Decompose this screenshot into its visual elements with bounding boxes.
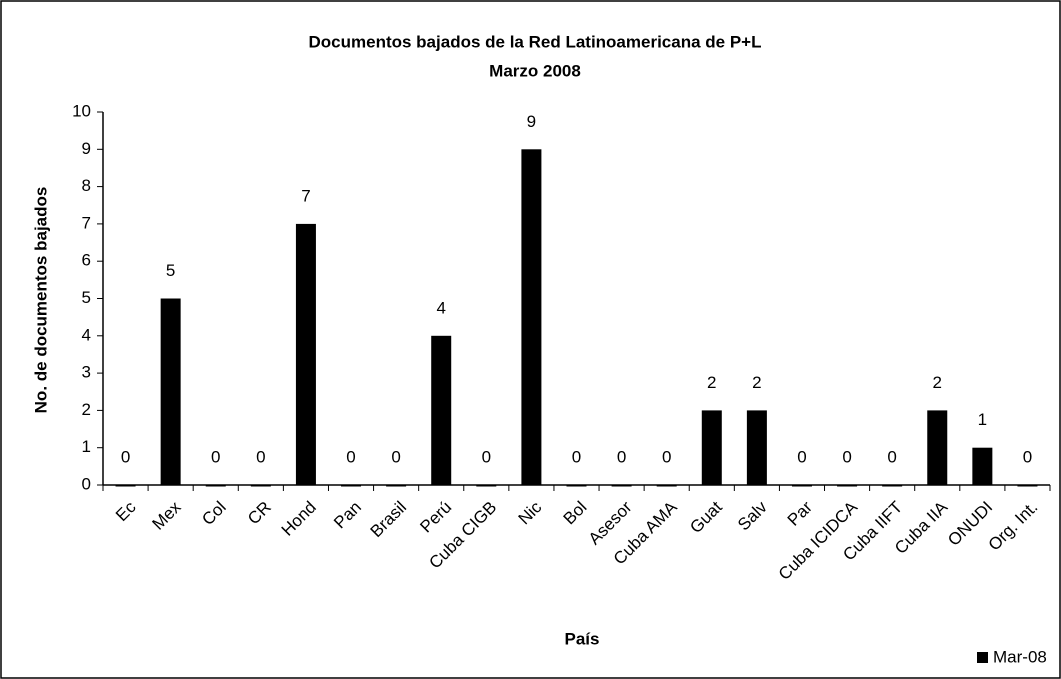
legend-label: Mar-08 [993,647,1047,666]
y-axis-label: No. de documentos bajados [31,187,50,414]
bar [521,149,542,486]
data-label: 0 [121,447,130,466]
data-label: 0 [391,447,400,466]
y-tick-label: 8 [82,176,91,195]
x-axis-label: País [565,629,600,648]
data-label: 0 [211,447,220,466]
bar [611,485,632,487]
bar [566,485,587,487]
chart-subtitle: Marzo 2008 [489,61,581,80]
bar [160,298,181,485]
y-tick-label: 3 [82,363,91,382]
bar [341,485,362,487]
bar [386,485,407,487]
bar [205,485,226,487]
data-label: 1 [978,410,987,429]
data-label: 0 [617,447,626,466]
data-label: 7 [301,186,310,205]
data-label: 0 [662,447,671,466]
bar [1017,485,1038,487]
bar [431,335,452,485]
data-label: 4 [436,298,445,317]
data-label: 0 [572,447,581,466]
y-tick-label: 6 [82,251,91,270]
bar [882,485,903,487]
data-label: 9 [527,112,536,131]
bar [972,447,993,485]
bar [476,485,497,487]
data-label: 0 [482,447,491,466]
legend-swatch [977,652,988,663]
bar [250,485,271,487]
y-tick-label: 10 [72,101,91,120]
data-label: 0 [256,447,265,466]
bar [701,410,722,485]
data-label: 0 [842,447,851,466]
data-label: 5 [166,261,175,280]
bar [656,485,677,487]
y-tick-label: 0 [82,474,91,493]
y-tick-label: 2 [82,400,91,419]
y-tick-label: 4 [82,325,91,344]
data-label: 2 [752,373,761,392]
chart-title: Documentos bajados de la Red Latinoameri… [309,32,762,51]
data-label: 2 [933,373,942,392]
bar [295,223,316,485]
data-label: 0 [346,447,355,466]
data-label: 0 [797,447,806,466]
y-tick-label: 7 [82,213,91,232]
bar [837,485,858,487]
bar [791,485,812,487]
data-label: 0 [1023,447,1032,466]
bar [746,410,767,485]
y-tick-label: 1 [82,437,91,456]
bar [115,485,136,487]
y-tick-label: 9 [82,139,91,158]
y-tick-label: 5 [82,288,91,307]
data-label: 2 [707,373,716,392]
bar [927,410,948,485]
data-label: 0 [887,447,896,466]
